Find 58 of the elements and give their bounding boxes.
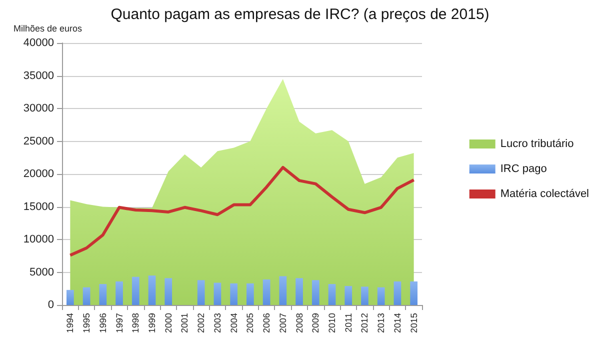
bar — [394, 281, 402, 305]
bar — [312, 280, 320, 305]
x-tick-label: 2001 — [180, 313, 190, 334]
bar — [361, 286, 368, 305]
bar — [377, 287, 385, 305]
x-tick-label: 1999 — [147, 313, 157, 334]
bar — [410, 281, 418, 305]
x-tick-label: 1998 — [130, 313, 141, 334]
legend-label: Lucro tributário — [500, 138, 574, 150]
bar — [197, 280, 205, 305]
x-tick-label: 1996 — [98, 313, 108, 334]
x-tick-label: 2013 — [376, 313, 386, 334]
x-tick-label: 1997 — [114, 313, 124, 334]
bar — [262, 279, 270, 305]
x-tick-label: 2012 — [360, 313, 370, 334]
bar — [296, 278, 303, 305]
bar — [132, 276, 140, 305]
y-axis-title: Milhões de euros — [13, 24, 82, 34]
legend-label: IRC pago — [500, 163, 547, 175]
x-tick-label: 2004 — [228, 313, 239, 334]
x-tick-label: 2003 — [212, 313, 222, 334]
x-tick-label: 2011 — [343, 313, 354, 332]
bar — [82, 287, 90, 305]
bar — [116, 281, 123, 305]
legend-label: Matéria colectável — [500, 188, 590, 200]
bar — [66, 290, 74, 305]
bar — [164, 278, 172, 305]
bar — [230, 283, 238, 305]
x-tick-label: 2010 — [327, 313, 337, 334]
bar — [148, 276, 156, 305]
bar — [99, 284, 107, 305]
x-tick-label: 2009 — [310, 313, 321, 334]
y-tick-label: 30000 — [23, 102, 54, 114]
y-tick-label: 5000 — [30, 266, 54, 278]
y-tick-label: 10000 — [23, 234, 54, 246]
x-tick-label: 2015 — [408, 313, 419, 334]
x-tick-label: 2014 — [392, 313, 402, 334]
x-tick-label: 2002 — [196, 313, 206, 334]
x-tick-label: 1995 — [82, 313, 92, 334]
y-tick-label: 40000 — [23, 37, 54, 49]
x-tick-label: 2008 — [294, 313, 304, 334]
bar — [328, 284, 336, 305]
y-tick-label: 15000 — [23, 200, 54, 213]
bar — [214, 282, 222, 305]
x-tick-label: 2006 — [262, 313, 272, 334]
bar — [246, 283, 254, 305]
y-tick-label: 0 — [48, 299, 54, 311]
y-tick-label: 25000 — [23, 135, 54, 148]
x-tick-label: 2005 — [245, 313, 256, 334]
y-tick-label: 35000 — [23, 70, 54, 82]
x-tick-label: 2007 — [278, 313, 288, 334]
chart-title: Quanto pagam as empresas de IRC? (a preços de 2015) — [110, 6, 490, 23]
bar — [344, 286, 352, 305]
x-tick-label: 1994 — [65, 313, 76, 334]
bar — [279, 276, 287, 305]
y-tick-label: 20000 — [23, 168, 54, 180]
line-series — [68, 166, 416, 257]
x-tick-label: 2000 — [163, 313, 174, 334]
